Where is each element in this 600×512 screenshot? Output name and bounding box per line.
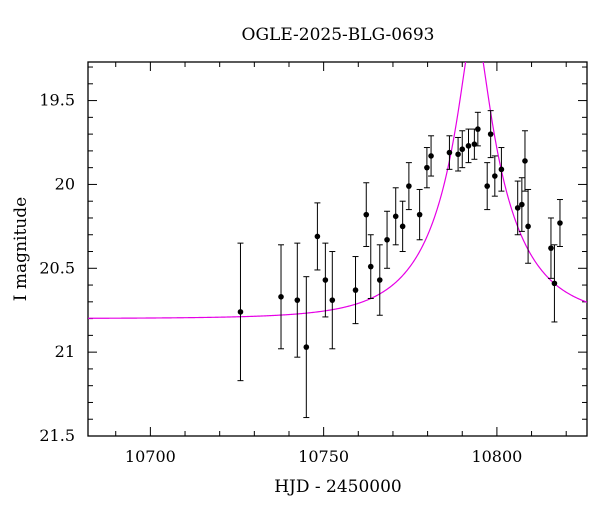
data-point [525, 223, 531, 230]
data-point [416, 211, 423, 218]
plot-area: 10700 10750 10800 19.5 20 20.5 21 21.5 [39, 61, 588, 466]
y-tick-label: 19.5 [39, 91, 75, 110]
data-point [367, 263, 374, 270]
data-point [465, 143, 472, 149]
y-axis-label: I magnitude [11, 197, 31, 301]
data-point [548, 245, 554, 251]
x-tick-label: 10700 [125, 447, 176, 466]
y-tick-label: 20 [55, 174, 75, 193]
data-point [428, 153, 434, 159]
data-point [329, 297, 336, 303]
y-tick-label: 21 [55, 342, 75, 361]
y-tick-label: 20.5 [39, 258, 75, 277]
model-curve [88, 62, 587, 319]
data-point [484, 183, 491, 189]
axis-ticks [88, 62, 587, 437]
data-point [399, 223, 406, 230]
chart-title: OGLE-2025-BLG-0693 [242, 25, 435, 45]
data-point [551, 280, 558, 287]
data-point [522, 158, 528, 164]
data-point [376, 277, 383, 283]
x-tick-label: 10750 [298, 447, 349, 466]
y-tick-label: 21.5 [39, 426, 75, 445]
data-point [498, 166, 505, 173]
data-point [363, 211, 370, 218]
data-point [519, 201, 525, 208]
data-point [322, 277, 329, 283]
data-point [446, 149, 453, 156]
data-point [384, 236, 390, 243]
data-point [492, 173, 498, 179]
plot-frame [87, 61, 588, 437]
data-point [406, 183, 412, 189]
x-tick-label: 10800 [471, 447, 522, 466]
axis-tick-labels: 10700 10750 10800 19.5 20 20.5 21 21.5 [39, 91, 522, 466]
data-point [278, 293, 284, 300]
data-point [455, 151, 461, 158]
x-axis-label: HJD - 2450000 [274, 477, 402, 497]
data-point [392, 213, 399, 220]
data-point [487, 131, 494, 137]
data-point [557, 220, 563, 226]
data-point [514, 205, 521, 211]
data-points [237, 110, 563, 419]
data-point [237, 309, 244, 315]
data-point [475, 126, 481, 132]
data-point [294, 297, 301, 303]
data-point [424, 164, 430, 171]
data-point [303, 344, 310, 350]
data-point [314, 233, 321, 240]
data-point [459, 146, 466, 153]
data-point [352, 287, 359, 293]
